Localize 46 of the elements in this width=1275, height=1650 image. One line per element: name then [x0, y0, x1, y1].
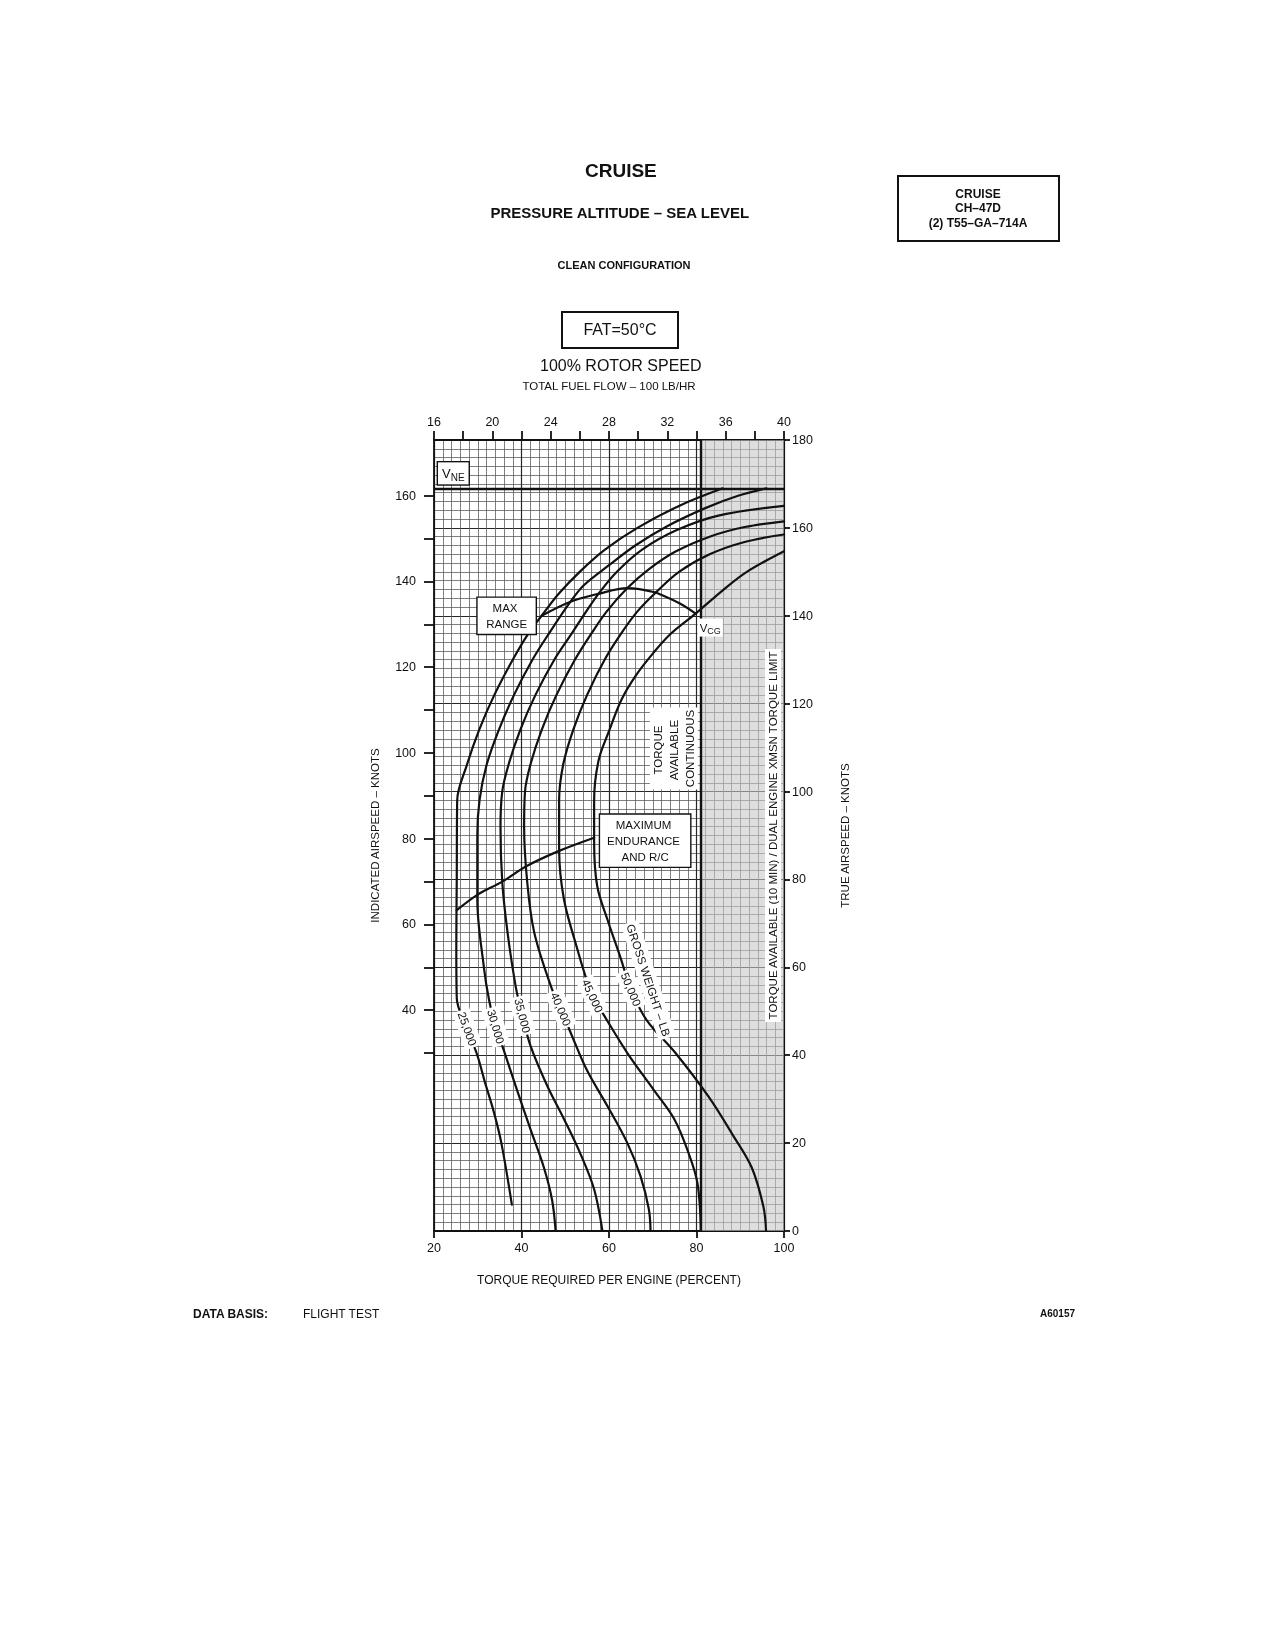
- y2-tick-label: 80: [792, 872, 806, 887]
- x2-tick-label: 36: [718, 414, 733, 429]
- y-tick-label: 100: [395, 745, 417, 760]
- x-axis-title: TORQUE REQUIRED PER ENGINE (PERCENT): [477, 1273, 741, 1287]
- x2-tick-label: 28: [602, 414, 616, 429]
- x2-tick-label: 24: [543, 414, 558, 429]
- y-tick-label: 40: [402, 1003, 417, 1018]
- text-frame: CRUISE CH–47D (2) T55–GA–714A: [896, 175, 1060, 242]
- x2-tick-label: 16: [427, 414, 441, 429]
- y2-tick-label: 180: [792, 433, 813, 447]
- x-tick-label: 40: [514, 1240, 529, 1255]
- y2-tick-label: 160: [792, 520, 813, 535]
- x2-tick-label: 40: [777, 414, 791, 429]
- text: A60157: [1040, 1308, 1076, 1320]
- x-tick-label: 20: [427, 1240, 441, 1255]
- y2-tick-label: 140: [792, 608, 813, 623]
- y2-axis-title: TRUE AIRSPEED – KNOTS: [839, 762, 851, 908]
- y2-tick-label: 100: [792, 784, 813, 799]
- x-tick-label: 80: [689, 1240, 704, 1255]
- x2-tick-label: 20: [485, 414, 500, 429]
- ref-line-label: TORQUE AVAILABLE CONTINUOUS: [651, 709, 696, 788]
- text: 100% ROTOR SPEED: [540, 356, 702, 376]
- y-tick-label: 120: [395, 660, 417, 675]
- y-tick-label: 160: [395, 488, 417, 503]
- y-tick-label: 80: [402, 831, 417, 846]
- chart-title: CRUISE: [585, 160, 657, 183]
- chart-subtitle: PRESSURE ALTITUDE – SEA LEVEL: [490, 204, 750, 222]
- y2-tick-label: 40: [792, 1048, 806, 1063]
- y2-tick-label: 20: [792, 1136, 806, 1151]
- y-axis-title: INDICATED AIRSPEED – KNOTS: [369, 748, 381, 923]
- y2-tick-label: 120: [792, 696, 813, 711]
- y2-tick-label: 60: [792, 960, 806, 975]
- text: CLEAN CONFIGURATION: [557, 259, 691, 273]
- text: DATA BASIS: FLIGHT TEST: [193, 1307, 380, 1321]
- x-tick-label: 60: [602, 1240, 616, 1255]
- y-tick-label: 60: [402, 917, 417, 932]
- series-label: MAX RANGE: [486, 601, 528, 630]
- x2-tick-label: 32: [660, 414, 675, 429]
- annotation: TORQUE AVAILABLE (10 MIN) / DUAL ENGINE XMSN TORQUE LIMIT: [767, 651, 779, 1020]
- text-frame: FAT=50°C: [561, 311, 679, 349]
- series-label: 40,000: [548, 990, 574, 1028]
- x-tick-label: 100: [773, 1240, 795, 1255]
- y-tick-label: 140: [395, 574, 417, 589]
- series-label: MAXIMUM ENDURANCE AND R/C: [607, 818, 684, 863]
- y2-tick-label: 0: [792, 1224, 799, 1238]
- x2-axis-title: TOTAL FUEL FLOW – 100 LB/HR: [522, 380, 696, 392]
